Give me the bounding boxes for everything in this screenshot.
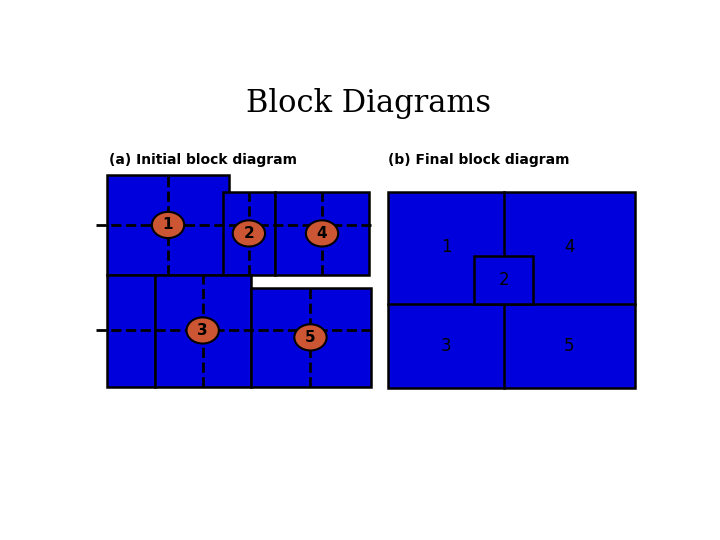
Ellipse shape — [306, 220, 338, 247]
Text: (a) Initial block diagram: (a) Initial block diagram — [109, 153, 297, 167]
Text: Block Diagrams: Block Diagrams — [246, 88, 492, 119]
Text: 2: 2 — [243, 226, 254, 241]
Ellipse shape — [233, 220, 265, 247]
Bar — [388, 192, 634, 388]
Ellipse shape — [186, 318, 219, 343]
Bar — [107, 175, 229, 275]
Text: 5: 5 — [564, 337, 575, 355]
Text: 2: 2 — [498, 271, 509, 288]
Bar — [107, 275, 155, 387]
Text: 5: 5 — [305, 330, 316, 345]
Ellipse shape — [294, 325, 327, 350]
Ellipse shape — [152, 212, 184, 238]
Bar — [222, 192, 275, 275]
Text: 1: 1 — [441, 238, 451, 256]
Text: (b) Final block diagram: (b) Final block diagram — [388, 153, 570, 167]
Text: 4: 4 — [317, 226, 328, 241]
Bar — [474, 256, 533, 303]
Bar — [251, 288, 371, 387]
Text: 3: 3 — [197, 323, 208, 338]
Text: 4: 4 — [564, 238, 575, 256]
Bar — [155, 275, 251, 387]
Text: 1: 1 — [163, 218, 174, 232]
Bar — [275, 192, 369, 275]
Text: 3: 3 — [441, 337, 451, 355]
